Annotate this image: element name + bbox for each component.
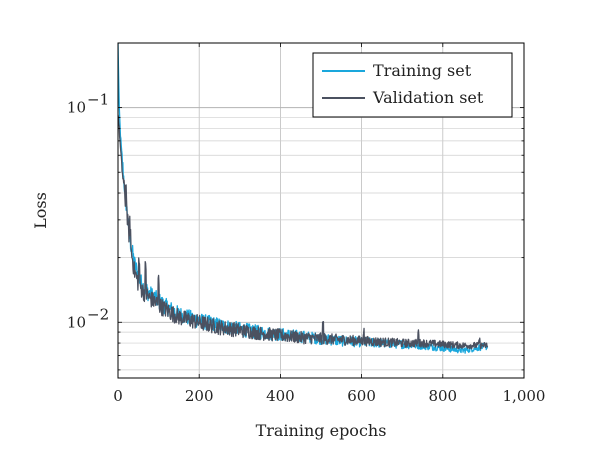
x-tick-label: 200 xyxy=(185,387,214,405)
x-tick-label: 800 xyxy=(428,387,457,405)
x-tick-label: 400 xyxy=(266,387,295,405)
y-tick-exponent: −1 xyxy=(87,91,109,109)
y-tick-exponent: −2 xyxy=(87,305,109,323)
tick-marks xyxy=(117,42,525,378)
legend: Training set Validation set xyxy=(312,52,513,118)
y-tick-label: 10 xyxy=(67,313,86,331)
legend-label-training: Training set xyxy=(373,61,472,80)
x-tick-label: 600 xyxy=(347,387,376,405)
series-line-validation xyxy=(118,114,489,350)
x-tick-label: 1,000 xyxy=(503,387,546,405)
series-layer xyxy=(118,43,489,354)
y-tick-label: 10 xyxy=(67,99,86,117)
legend-label-validation: Validation set xyxy=(372,88,484,107)
x-tick-label: 0 xyxy=(113,387,123,405)
legend-box xyxy=(312,52,513,118)
x-axis-label: Training epochs xyxy=(256,421,387,440)
plot-frame xyxy=(117,42,525,379)
y-axis-label: Loss xyxy=(31,192,50,229)
